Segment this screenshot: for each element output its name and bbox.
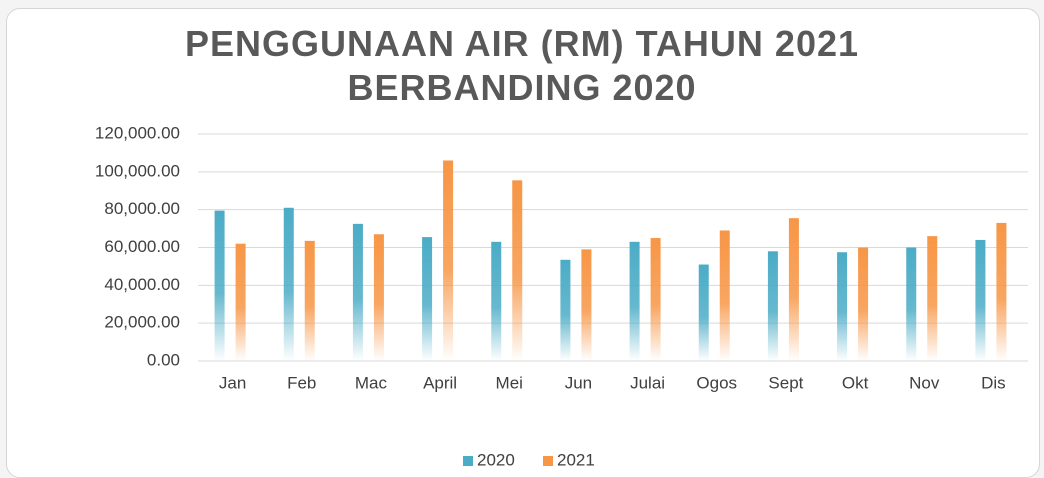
chart-title: PENGGUNAAN AIR (RM) TAHUN 2021 BERBANDIN… — [184, 23, 860, 108]
bar — [996, 222, 1007, 361]
bar — [352, 223, 363, 361]
y-tick-label: 80,000.00 — [104, 199, 180, 218]
bar — [512, 180, 523, 361]
x-tick-label: Ogos — [696, 373, 737, 392]
bar — [698, 264, 709, 361]
bar — [906, 247, 917, 361]
y-tick-label: 100,000.00 — [95, 161, 180, 180]
legend-swatch — [463, 456, 473, 466]
y-tick-label: 60,000.00 — [104, 237, 180, 256]
y-tick-label: 20,000.00 — [104, 313, 180, 332]
legend-label: 2020 — [477, 450, 515, 469]
x-tick-label: Dis — [981, 373, 1006, 392]
bar — [858, 247, 869, 361]
x-tick-label: Feb — [287, 373, 316, 392]
bar — [373, 234, 384, 361]
legend-label: 2021 — [557, 450, 595, 469]
x-tick-label: April — [423, 373, 457, 392]
x-tick-label: Jun — [565, 373, 592, 392]
bar — [650, 238, 661, 361]
bar — [581, 249, 592, 361]
x-tick-label: Julai — [630, 373, 665, 392]
bar — [304, 240, 315, 361]
y-tick-label: 0.00 — [147, 350, 180, 369]
chart-card — [6, 8, 1040, 478]
y-tick-label: 40,000.00 — [104, 275, 180, 294]
bar — [283, 207, 294, 361]
bar — [767, 251, 778, 361]
bar — [214, 210, 225, 361]
x-tick-label: Mei — [496, 373, 523, 392]
bar — [975, 239, 986, 361]
bar — [235, 243, 246, 361]
y-tick-label: 120,000.00 — [95, 123, 180, 142]
x-tick-label: Okt — [842, 373, 869, 392]
bar — [629, 241, 640, 361]
x-tick-label: Mac — [355, 373, 388, 392]
x-tick-label: Nov — [909, 373, 940, 392]
x-tick-label: Sept — [768, 373, 803, 392]
bar — [719, 230, 730, 361]
x-tick-label: Jan — [219, 373, 246, 392]
bar — [837, 252, 848, 361]
bar — [560, 259, 571, 361]
bar — [422, 237, 433, 361]
bar — [788, 218, 799, 361]
bar — [927, 236, 938, 361]
bar — [443, 160, 454, 361]
bar — [491, 241, 502, 361]
legend-swatch — [543, 456, 553, 466]
